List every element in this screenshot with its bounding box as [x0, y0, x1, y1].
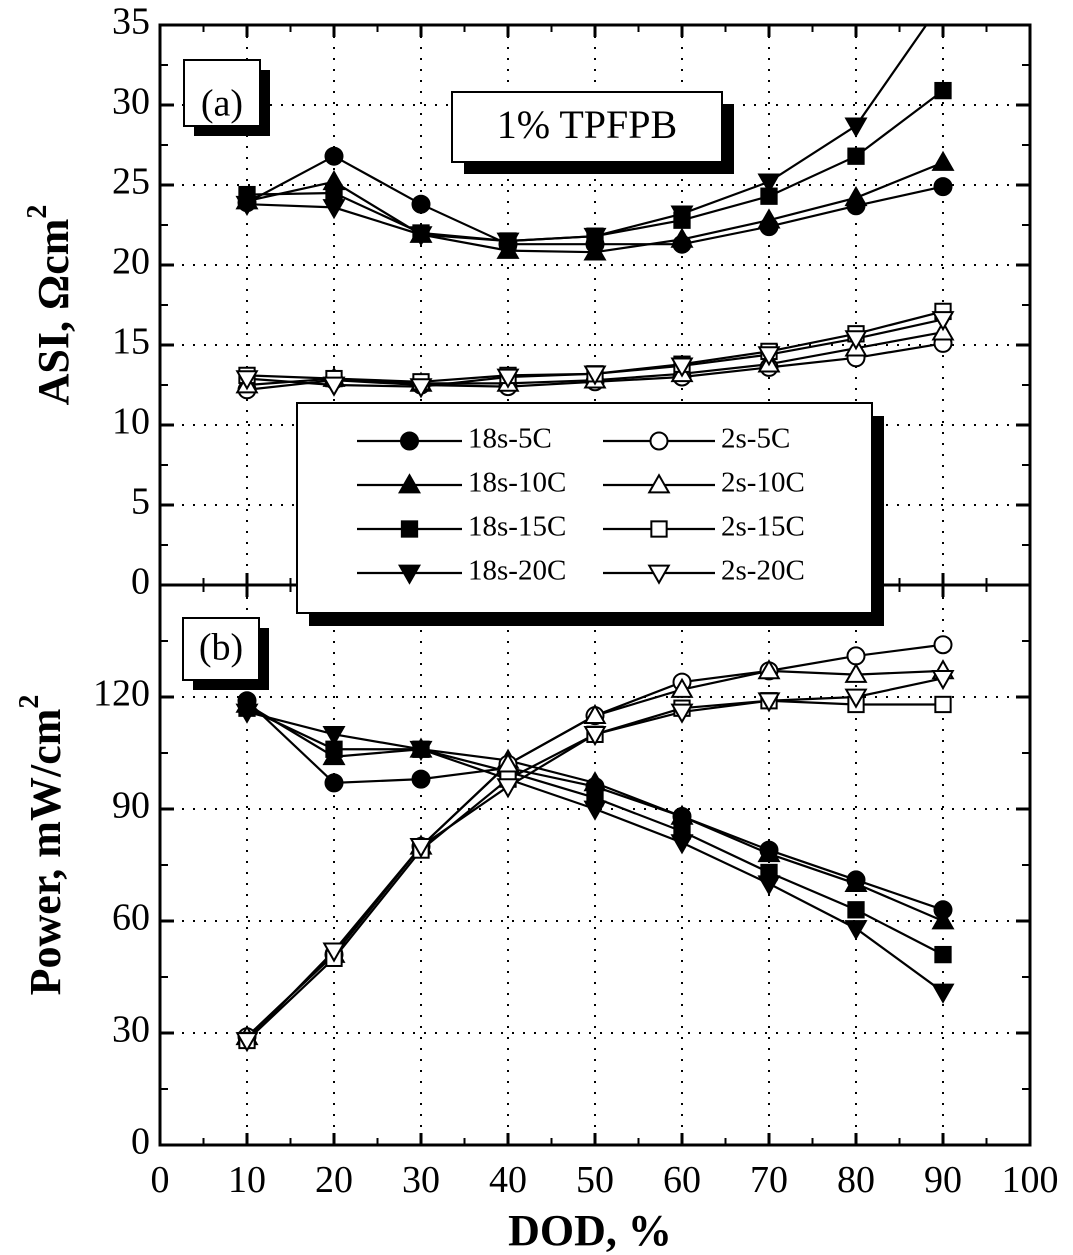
y-tick-label: 35	[112, 1, 150, 43]
data-point	[935, 697, 950, 712]
legend: 18s-5C 2s-5C 18s-10C 2s-10C 18s-15C 2s-15C 18s…	[297, 403, 884, 626]
x-tick-label: 0	[151, 1159, 170, 1201]
x-tick-label: 100	[1002, 1159, 1059, 1201]
x-tick-label: 40	[489, 1159, 527, 1201]
y-tick-label: 0	[131, 1121, 150, 1163]
x-tick-label: 80	[837, 1159, 875, 1201]
y-tick-label: 60	[112, 897, 150, 939]
data-point	[935, 947, 950, 962]
legend-label: 2s-5C	[721, 423, 790, 455]
legend-label: 18s-5C	[468, 423, 552, 455]
data-point	[326, 185, 341, 200]
panel-a-series	[237, 1, 953, 398]
y-tick-label: 10	[112, 401, 150, 443]
data-point	[413, 196, 430, 213]
annotation-label: 1% TPFPB	[497, 102, 677, 147]
x-tick-label: 60	[663, 1159, 701, 1201]
y-tick-label: 30	[112, 81, 150, 123]
panel-b-series	[237, 636, 953, 1050]
legend-marker	[651, 433, 668, 450]
x-tick-label: 50	[576, 1159, 614, 1201]
y-axis-title-a: ASI, Ωcm2	[22, 205, 78, 406]
y-tick-label: 90	[112, 785, 150, 827]
svg-text:Power, mW/cm2: Power, mW/cm2	[14, 695, 70, 996]
y-tick-label: 20	[112, 241, 150, 283]
data-point	[326, 774, 343, 791]
data-point	[413, 771, 430, 788]
legend-label: 18s-15C	[468, 511, 566, 543]
y-axis-title-a-sup: 2	[22, 205, 53, 219]
legend-marker	[402, 521, 417, 536]
y-tick-label: 120	[93, 673, 150, 715]
y-tick-label: 0	[131, 561, 150, 603]
data-point	[498, 779, 518, 796]
data-point	[585, 802, 605, 819]
x-axis-title: DOD, %	[508, 1206, 672, 1255]
x-tick-label: 30	[402, 1159, 440, 1201]
x-tick-label: 10	[228, 1159, 266, 1201]
y-tick-label: 25	[112, 161, 150, 203]
data-point	[935, 178, 952, 195]
y-tick-label: 5	[131, 481, 150, 523]
legend-label: 18s-20C	[468, 555, 566, 587]
data-point	[846, 188, 866, 205]
svg-text:ASI, Ωcm2: ASI, Ωcm2	[22, 205, 78, 406]
panel-a-label: (a)	[201, 83, 243, 125]
x-tick-label: 20	[315, 1159, 353, 1201]
y-axis-title-b-main: Power, mW/cm	[21, 709, 70, 996]
legend-marker	[651, 521, 666, 536]
data-point	[848, 647, 865, 664]
data-point	[933, 985, 953, 1002]
legend-label: 2s-15C	[721, 511, 805, 543]
data-point	[326, 148, 343, 165]
data-point	[759, 876, 779, 893]
y-axis-title-b: Power, mW/cm2	[14, 695, 70, 996]
x-tick-label: 90	[924, 1159, 962, 1201]
y-tick-label: 30	[112, 1009, 150, 1051]
data-point	[848, 149, 863, 164]
legend-label: 2s-20C	[721, 555, 805, 587]
data-point	[846, 921, 866, 938]
panel-b-label: (b)	[199, 627, 243, 669]
data-point	[935, 83, 950, 98]
legend-label: 18s-10C	[468, 467, 566, 499]
annotation-box: 1% TPFPB	[452, 92, 734, 174]
y-axis-title-b-sup: 2	[14, 695, 45, 709]
x-tick-label: 70	[750, 1159, 788, 1201]
data-point	[848, 902, 863, 917]
data-point	[672, 835, 692, 852]
legend-label: 2s-10C	[721, 467, 805, 499]
legend-marker	[401, 433, 418, 450]
data-point	[846, 118, 866, 135]
y-axis-title-a-main: ASI, Ωcm	[29, 219, 78, 406]
panel-b-label-box: (b)	[183, 618, 269, 690]
data-point	[933, 153, 953, 170]
y-tick-label: 15	[112, 321, 150, 363]
data-point	[935, 636, 952, 653]
panel-a-label-box: (a)	[184, 60, 270, 136]
